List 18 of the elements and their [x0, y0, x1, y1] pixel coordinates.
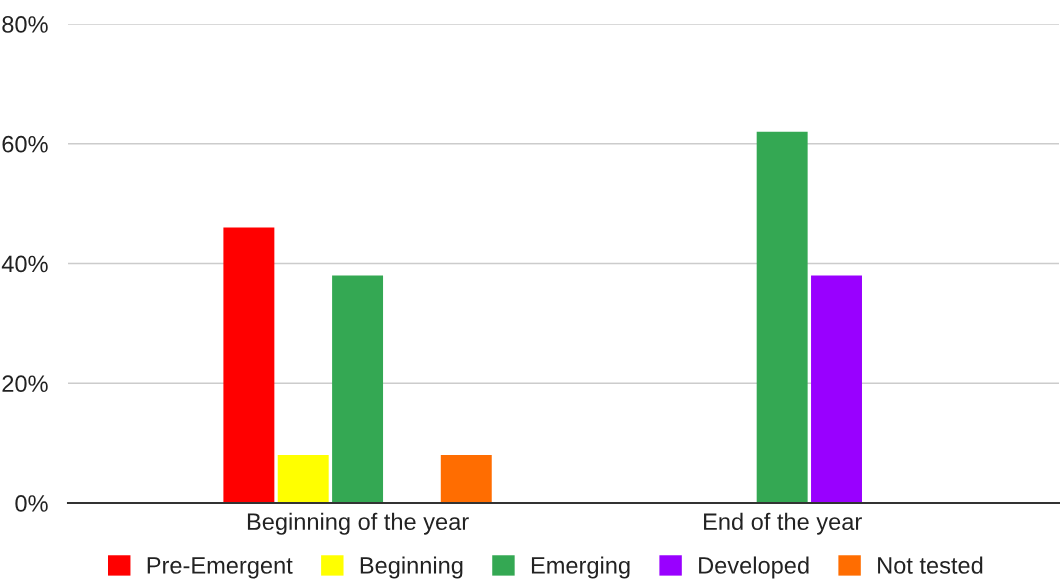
legend-label: Beginning: [360, 556, 463, 579]
y-tick-label: 0%: [15, 495, 48, 512]
y-tick-label: 40%: [1, 255, 48, 273]
bar: [223, 227, 275, 503]
bar: [756, 131, 808, 503]
x-tick-label: Beginning of the year: [247, 512, 469, 535]
x-tick-label: End of the year: [704, 512, 862, 535]
legend-label: Emerging: [531, 556, 630, 579]
bar: [811, 275, 862, 503]
legend-label: Pre-Emergent: [147, 557, 293, 579]
bar: [277, 455, 329, 503]
legend-label: Developed: [699, 556, 809, 579]
y-tick-label: 80%: [2, 16, 48, 33]
y-tick-label: 60%: [2, 135, 48, 153]
bar: [440, 455, 492, 503]
legend-label: Not tested: [878, 556, 983, 574]
bar: [332, 275, 384, 503]
y-tick-label: 20%: [2, 375, 48, 393]
